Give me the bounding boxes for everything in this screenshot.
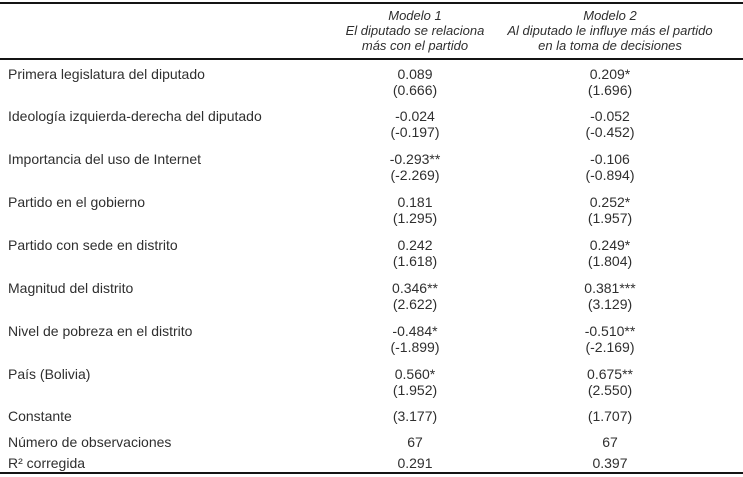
row-label: Partido con sede en distrito: [8, 237, 178, 253]
model2-cell: -0.106 (-0.894): [500, 145, 720, 188]
model1-coefficient: -0.484*: [392, 323, 438, 339]
row-spacer: [720, 188, 743, 231]
model2-cell: 0.675** (2.550): [500, 360, 720, 403]
model1-coefficient: 0.242: [397, 237, 433, 253]
table-row: Importancia del uso de Internet -0.293**…: [0, 145, 743, 188]
row-spacer: [720, 145, 743, 188]
header-modelo-2: Modelo 2 Al diputado le influye más el p…: [500, 3, 720, 59]
model1-subtitle: El diputado se relaciona más con el part…: [345, 23, 485, 53]
model1-coefficient: -0.293**: [389, 151, 441, 167]
model2-title: Modelo 2: [583, 8, 637, 23]
model2-tstat: (-0.452): [585, 124, 635, 140]
model2-cell: 0.252* (1.957): [500, 188, 720, 231]
model1-cell: 0.089 (0.666): [330, 59, 500, 102]
row-spacer: [720, 317, 743, 360]
table-row: Partido con sede en distrito 0.242 (1.61…: [0, 231, 743, 274]
model1-coefficient: 0.560*: [394, 366, 436, 382]
model2-subtitle: Al diputado le influye más el partido en…: [507, 23, 713, 53]
model1-cell: -0.484* (-1.899): [330, 317, 500, 360]
row-label: Ideología izquierda-derecha del diputado: [8, 108, 262, 124]
model2-cell: -0.510** (-2.169): [500, 317, 720, 360]
model2-summary-value: 0.397: [592, 455, 628, 471]
model2-coefficient: -0.510**: [584, 323, 636, 339]
summary-row: Constante (3.177) (1.707): [0, 403, 743, 430]
model1-tstat: (1.295): [392, 210, 438, 226]
model2-cell: -0.052 (-0.452): [500, 102, 720, 145]
model2-coefficient: -0.052: [590, 108, 630, 124]
row-spacer: [720, 430, 743, 453]
model2-tstat: (1.957): [587, 210, 633, 226]
model1-tstat: (-0.197): [390, 124, 440, 140]
model1-cell: 0.346** (2.622): [330, 274, 500, 317]
row-spacer: [720, 102, 743, 145]
header-empty-cell: [0, 3, 330, 59]
table-row: Magnitud del distrito 0.346** (2.622) 0.…: [0, 274, 743, 317]
model2-cell: 0.249* (1.804): [500, 231, 720, 274]
row-label: País (Bolivia): [8, 366, 91, 382]
table-row: País (Bolivia) 0.560* (1.952) 0.675** (2…: [0, 360, 743, 403]
model1-summary-value: 67: [407, 434, 423, 450]
model2-tstat: (3.129): [587, 296, 633, 312]
model1-coefficient: 0.346**: [392, 280, 438, 296]
row-label: Magnitud del distrito: [8, 280, 134, 296]
table-row: Partido en el gobierno 0.181 (1.295) 0.2…: [0, 188, 743, 231]
model1-summary-value: (3.177): [392, 408, 438, 424]
row-label: Nivel de pobreza en el distrito: [8, 323, 193, 339]
model2-summary-value: 67: [602, 434, 618, 450]
model2-summary-value: (1.707): [587, 408, 633, 424]
model1-tstat: (-2.269): [390, 167, 440, 183]
model1-cell: 0.560* (1.952): [330, 360, 500, 403]
model2-cell: 0.381*** (3.129): [500, 274, 720, 317]
model1-cell: 0.181 (1.295): [330, 188, 500, 231]
table-row: Primera legislatura del diputado 0.089 (…: [0, 59, 743, 102]
header-modelo-1: Modelo 1 El diputado se relaciona más co…: [330, 3, 500, 59]
model1-cell: -0.024 (-0.197): [330, 102, 500, 145]
model2-cell: 0.209* (1.696): [500, 59, 720, 102]
model1-cell: 0.242 (1.618): [330, 231, 500, 274]
row-label: Importancia del uso de Internet: [8, 151, 202, 167]
model1-coefficient: -0.024: [395, 108, 435, 124]
model1-tstat: (1.952): [392, 382, 438, 398]
model2-coefficient: 0.249*: [589, 237, 631, 253]
table-row: Ideología izquierda-derecha del diputado…: [0, 102, 743, 145]
summary-row: Número de observaciones 67 67: [0, 430, 743, 453]
summary-label: R² corregida: [8, 455, 86, 471]
model1-cell: -0.293** (-2.269): [330, 145, 500, 188]
row-label: Primera legislatura del diputado: [8, 66, 205, 82]
model1-tstat: (1.618): [392, 253, 438, 269]
row-spacer: [720, 453, 743, 473]
summary-label: Número de observaciones: [8, 434, 172, 450]
summary-row: R² corregida 0.291 0.397: [0, 453, 743, 473]
header-spacer: [720, 3, 743, 59]
model1-tstat: (2.622): [392, 296, 438, 312]
model2-coefficient: -0.106: [590, 151, 630, 167]
model1-coefficient: 0.181: [397, 194, 433, 210]
model1-coefficient: 0.089: [397, 66, 433, 82]
model2-tstat: (-2.169): [585, 339, 635, 355]
model1-title: Modelo 1: [388, 8, 442, 23]
row-spacer: [720, 360, 743, 403]
model2-coefficient: 0.381***: [584, 280, 636, 296]
row-spacer: [720, 403, 743, 430]
model2-tstat: (-0.894): [585, 167, 635, 183]
model1-tstat: (-1.899): [390, 339, 440, 355]
table-header-row: Modelo 1 El diputado se relaciona más co…: [0, 3, 743, 59]
row-spacer: [720, 59, 743, 102]
model2-coefficient: 0.209*: [589, 66, 631, 82]
model1-tstat: (0.666): [392, 82, 438, 98]
model2-tstat: (2.550): [587, 382, 633, 398]
table-row: Nivel de pobreza en el distrito -0.484* …: [0, 317, 743, 360]
model2-coefficient: 0.675**: [587, 366, 633, 382]
summary-label: Constante: [8, 408, 72, 424]
model2-coefficient: 0.252*: [589, 194, 631, 210]
model2-tstat: (1.696): [587, 82, 633, 98]
model1-summary-value: 0.291: [397, 455, 433, 471]
model2-tstat: (1.804): [587, 253, 633, 269]
row-label: Partido en el gobierno: [8, 194, 145, 210]
row-spacer: [720, 274, 743, 317]
row-spacer: [720, 231, 743, 274]
